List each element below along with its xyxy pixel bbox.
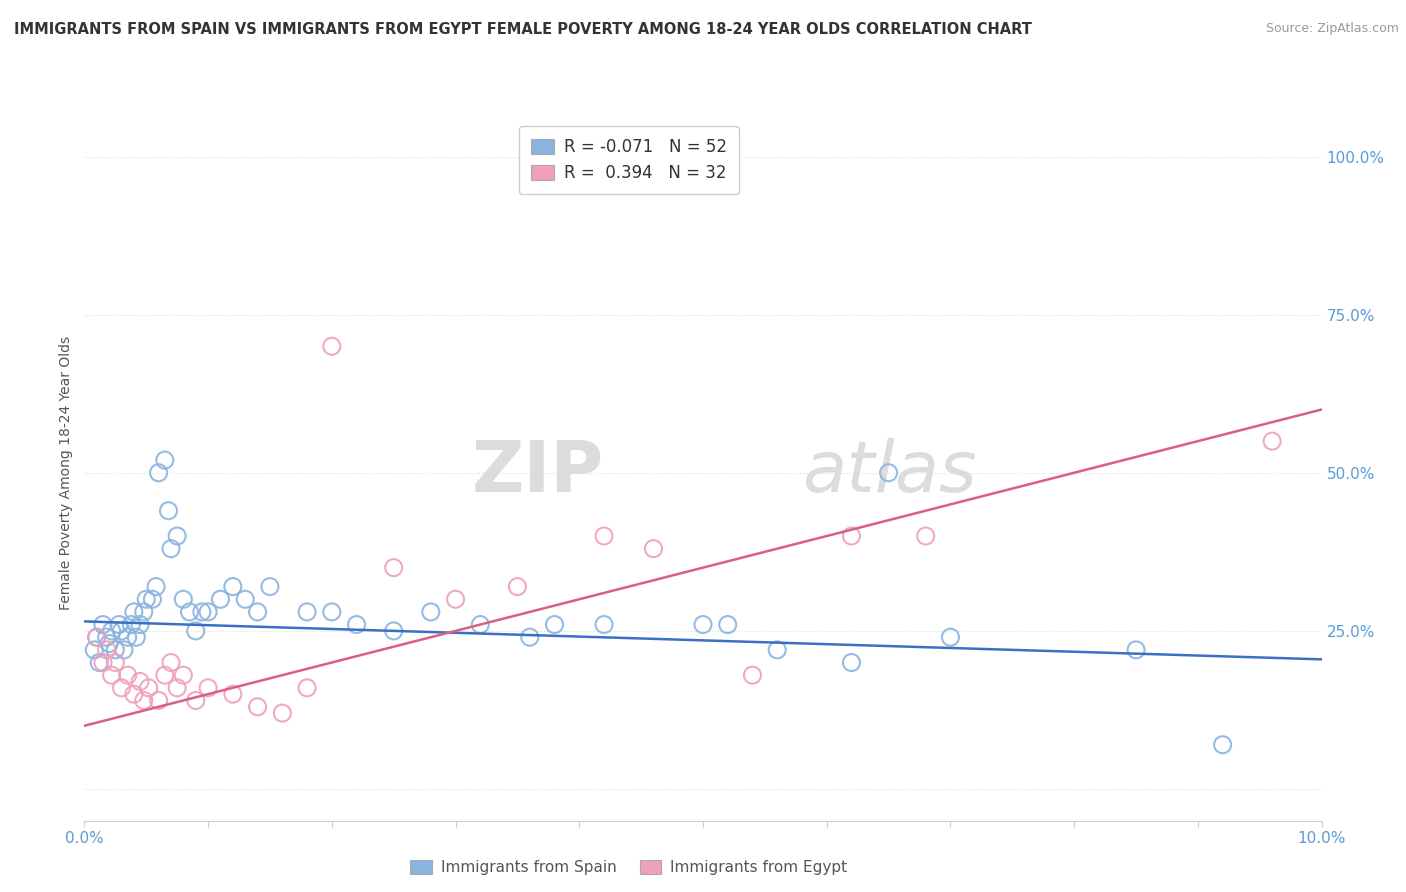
Point bbox=[148, 466, 170, 480]
Point bbox=[153, 453, 176, 467]
Point bbox=[184, 624, 207, 638]
Point bbox=[110, 624, 132, 638]
Point bbox=[96, 643, 118, 657]
Point bbox=[692, 617, 714, 632]
Point bbox=[1261, 434, 1284, 449]
Text: atlas: atlas bbox=[801, 438, 977, 508]
Point bbox=[382, 560, 405, 574]
Point bbox=[766, 643, 789, 657]
Point bbox=[419, 605, 441, 619]
Point bbox=[519, 630, 541, 644]
Point bbox=[841, 656, 863, 670]
Point bbox=[197, 605, 219, 619]
Point bbox=[91, 656, 114, 670]
Point bbox=[741, 668, 763, 682]
Point bbox=[346, 617, 368, 632]
Point bbox=[246, 699, 269, 714]
Point bbox=[166, 681, 188, 695]
Point bbox=[184, 693, 207, 707]
Point bbox=[172, 668, 194, 682]
Point bbox=[110, 681, 132, 695]
Point bbox=[222, 687, 245, 701]
Text: IMMIGRANTS FROM SPAIN VS IMMIGRANTS FROM EGYPT FEMALE POVERTY AMONG 18-24 YEAR O: IMMIGRANTS FROM SPAIN VS IMMIGRANTS FROM… bbox=[14, 22, 1032, 37]
Point bbox=[91, 617, 114, 632]
Point bbox=[145, 580, 167, 594]
Point bbox=[132, 693, 155, 707]
Point bbox=[191, 605, 214, 619]
Point bbox=[877, 466, 900, 480]
Point bbox=[148, 693, 170, 707]
Point bbox=[117, 630, 139, 644]
Point bbox=[1125, 643, 1147, 657]
Point bbox=[444, 592, 467, 607]
Point bbox=[271, 706, 294, 720]
Point bbox=[100, 624, 122, 638]
Point bbox=[104, 643, 127, 657]
Point bbox=[209, 592, 232, 607]
Point bbox=[295, 605, 318, 619]
Point bbox=[914, 529, 936, 543]
Point bbox=[86, 630, 108, 644]
Legend: Immigrants from Spain, Immigrants from Egypt: Immigrants from Spain, Immigrants from E… bbox=[402, 852, 855, 882]
Point bbox=[89, 656, 111, 670]
Point bbox=[153, 668, 176, 682]
Point bbox=[122, 605, 145, 619]
Point bbox=[129, 674, 152, 689]
Y-axis label: Female Poverty Among 18-24 Year Olds: Female Poverty Among 18-24 Year Olds bbox=[59, 335, 73, 610]
Point bbox=[643, 541, 665, 556]
Point bbox=[108, 617, 131, 632]
Point bbox=[593, 617, 616, 632]
Point bbox=[841, 529, 863, 543]
Point bbox=[96, 630, 118, 644]
Point bbox=[172, 592, 194, 607]
Point bbox=[197, 681, 219, 695]
Point bbox=[470, 617, 492, 632]
Point bbox=[141, 592, 163, 607]
Point bbox=[506, 580, 529, 594]
Point bbox=[117, 668, 139, 682]
Point bbox=[83, 643, 105, 657]
Point bbox=[179, 605, 201, 619]
Point bbox=[160, 656, 183, 670]
Point bbox=[132, 605, 155, 619]
Text: ZIP: ZIP bbox=[472, 438, 605, 508]
Point bbox=[120, 617, 142, 632]
Point bbox=[1212, 738, 1234, 752]
Point bbox=[122, 687, 145, 701]
Point bbox=[86, 630, 108, 644]
Point bbox=[112, 643, 135, 657]
Point bbox=[138, 681, 160, 695]
Point bbox=[166, 529, 188, 543]
Point bbox=[939, 630, 962, 644]
Point bbox=[125, 630, 148, 644]
Point bbox=[543, 617, 565, 632]
Point bbox=[98, 636, 121, 650]
Point bbox=[222, 580, 245, 594]
Point bbox=[100, 668, 122, 682]
Point bbox=[259, 580, 281, 594]
Point bbox=[382, 624, 405, 638]
Point bbox=[246, 605, 269, 619]
Text: Source: ZipAtlas.com: Source: ZipAtlas.com bbox=[1265, 22, 1399, 36]
Point bbox=[295, 681, 318, 695]
Point bbox=[157, 504, 180, 518]
Point bbox=[321, 605, 343, 619]
Point bbox=[321, 339, 343, 353]
Point bbox=[717, 617, 740, 632]
Point bbox=[593, 529, 616, 543]
Point bbox=[160, 541, 183, 556]
Point bbox=[104, 656, 127, 670]
Point bbox=[233, 592, 256, 607]
Point bbox=[129, 617, 152, 632]
Point bbox=[135, 592, 157, 607]
